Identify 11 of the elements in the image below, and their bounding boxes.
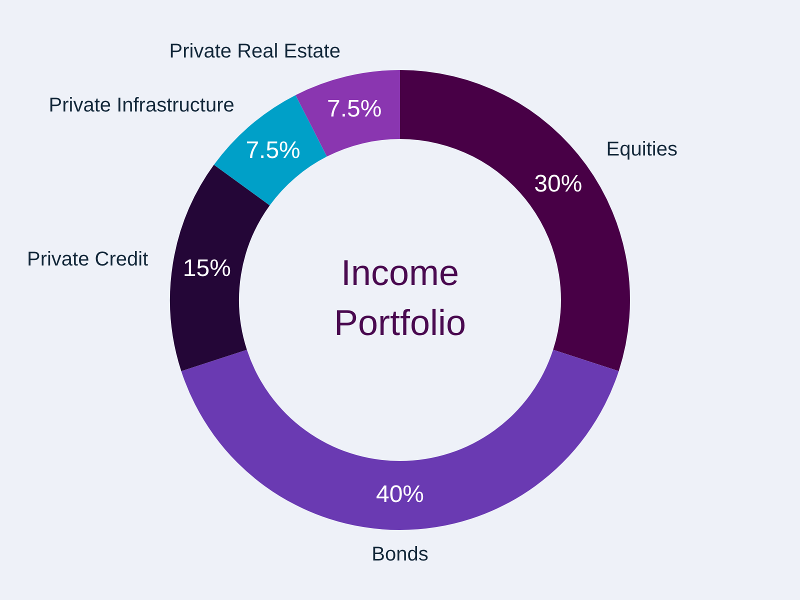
data-label: 7.5% — [327, 96, 382, 123]
slice-label: Private Infrastructure — [48, 94, 234, 117]
data-label: 15% — [182, 255, 231, 282]
slice-label: Private Real Estate — [169, 40, 340, 63]
slice-label: Private Credit — [26, 248, 149, 271]
data-label: 30% — [534, 170, 582, 198]
text: Income Portfolio — [334, 252, 466, 343]
slice-label: Equities — [606, 138, 678, 161]
data-label: 7.5% — [246, 136, 300, 164]
slice-label: Bonds — [372, 544, 428, 566]
data-label: 40% — [376, 481, 424, 508]
